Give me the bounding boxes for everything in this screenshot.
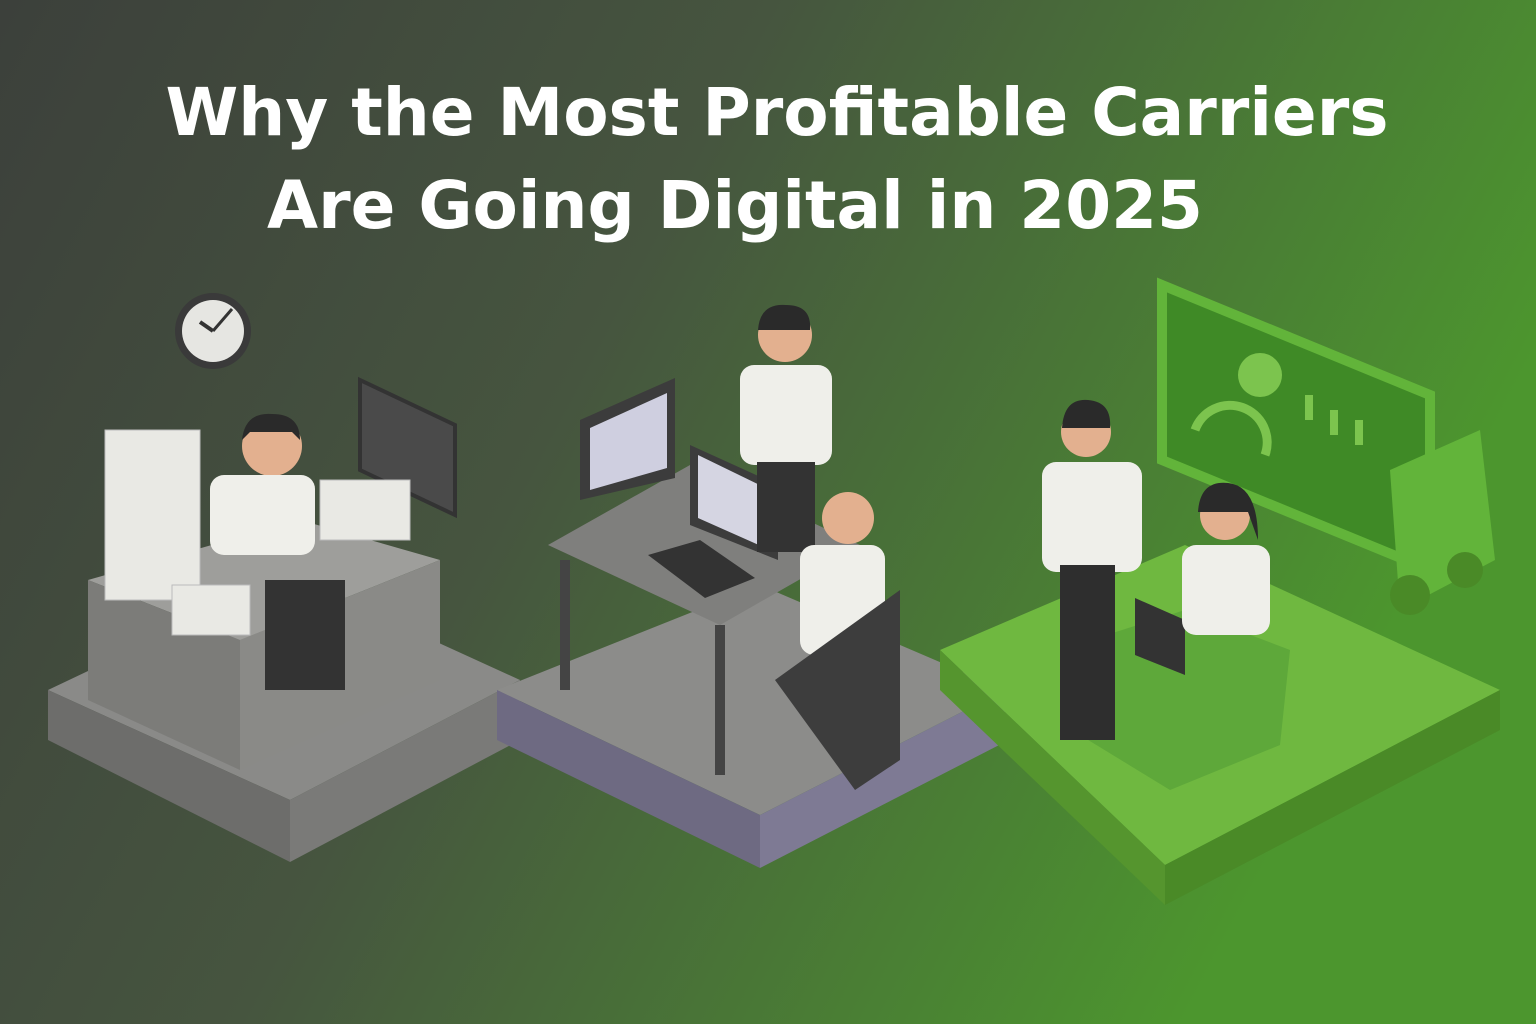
digital-office-scene	[940, 277, 1500, 905]
title-line: Why the Most Profitable Carriers	[165, 74, 1388, 151]
title-line: Are Going Digital in 2025	[267, 167, 1203, 244]
paper-office-scene	[48, 293, 520, 862]
computer-office-scene	[497, 304, 1005, 868]
